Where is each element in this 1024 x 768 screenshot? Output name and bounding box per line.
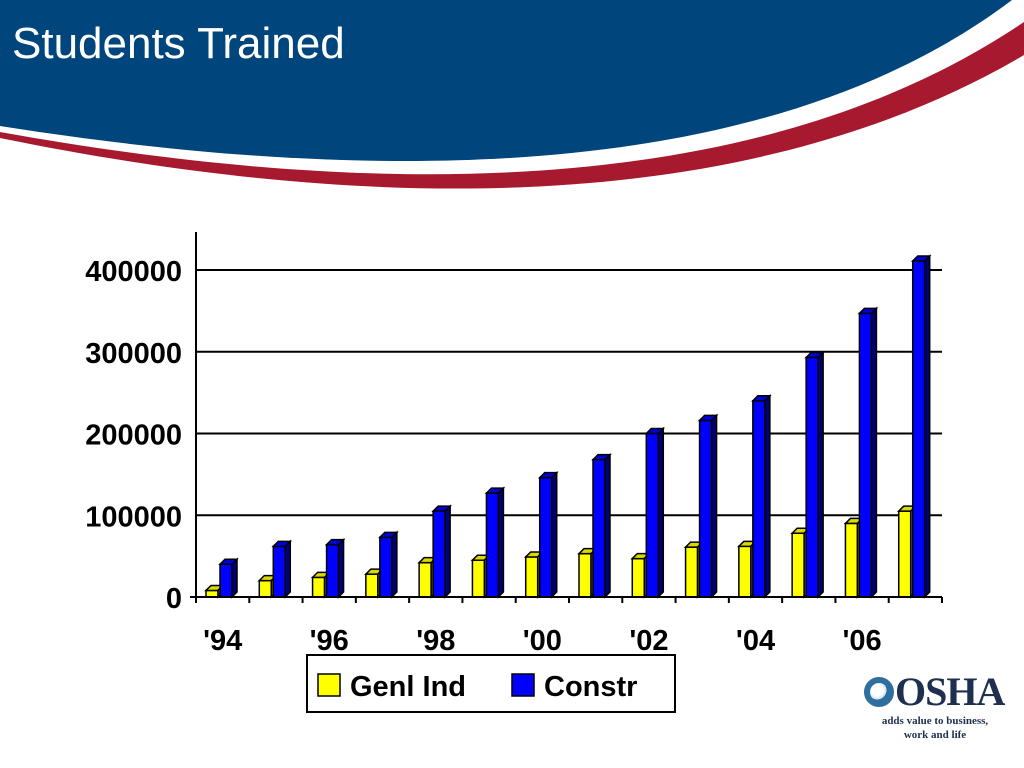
osha-logo: OSHA adds value to business, work and li… [858, 670, 1008, 750]
bar-constr [218, 557, 239, 599]
bar-front [272, 545, 287, 598]
bar-constr [378, 530, 399, 599]
legend-label: Genl Ind [350, 671, 466, 703]
slide-header-banner [0, 0, 1024, 189]
bar-front [258, 579, 273, 598]
legend-swatch [511, 673, 535, 697]
bar-front [524, 556, 539, 598]
bar-front [418, 561, 432, 598]
bar-front [897, 510, 912, 598]
x-tick-label: '96 [310, 625, 349, 657]
bar-front [645, 432, 660, 598]
osha-tagline: adds value to business, work and life [868, 714, 1002, 742]
bar-front [858, 312, 873, 598]
bar-side [337, 537, 345, 599]
y-tick-label: 300000 [85, 338, 182, 370]
bar-constr [910, 254, 932, 599]
bar-front [911, 260, 926, 598]
x-tick-label: '98 [416, 625, 455, 657]
osha-ring-icon [864, 677, 894, 707]
bar-side [550, 470, 558, 599]
bar-front [578, 552, 592, 598]
bar-front [365, 573, 379, 598]
bar-constr [271, 539, 293, 599]
bar-side [231, 557, 238, 599]
y-tick-label: 200000 [85, 420, 182, 452]
x-tick-label: '00 [523, 625, 562, 657]
bar-constr [484, 486, 506, 599]
x-tick-label: '94 [203, 625, 242, 657]
legend-swatch [317, 673, 341, 697]
bar-side [764, 393, 771, 599]
bar-side [284, 539, 292, 599]
x-tick-label: '06 [842, 625, 881, 657]
bar-side [391, 530, 398, 599]
bar-constr [804, 350, 825, 599]
bar-constr [324, 537, 346, 599]
x-tick-label: '04 [736, 625, 775, 657]
bar-side [604, 452, 611, 599]
osha-logo-text: OSHA [895, 669, 1005, 714]
bar-front [471, 559, 486, 598]
bar-constr [697, 413, 719, 599]
bar-front [752, 400, 766, 598]
bar-constr [644, 426, 666, 599]
bar-side [870, 306, 878, 599]
bar-side [817, 350, 824, 599]
bar-front [379, 536, 393, 598]
bar-side [657, 426, 665, 599]
bar-constr [751, 393, 772, 599]
slide-title: Students Trained [12, 19, 345, 68]
y-tick-label: 0 [166, 583, 182, 615]
legend-box [306, 654, 676, 713]
bar-constr [857, 306, 879, 599]
y-tick-label: 400000 [85, 256, 182, 288]
bar-front [311, 576, 326, 598]
chart-legend: Genl Ind Constr [306, 654, 676, 713]
header-blue-field [0, 0, 1012, 162]
bar-front [325, 543, 340, 598]
bar-front [844, 522, 859, 598]
bar-front [432, 510, 446, 598]
osha-logo-mark: OSHA [864, 669, 1005, 714]
osha-tagline-line2: work and life [903, 729, 967, 741]
x-tick-label: '02 [629, 625, 668, 657]
bar-constr [431, 504, 452, 599]
bar-side [444, 504, 451, 599]
bar-front [684, 546, 699, 598]
bar-side [923, 254, 931, 599]
bar-front [485, 492, 500, 598]
bar-front [592, 458, 606, 598]
bar-front [631, 557, 646, 598]
legend-label: Constr [544, 671, 637, 703]
bar-front [805, 356, 819, 598]
osha-tagline-line1: adds value to business, [881, 715, 989, 727]
bar-constr [537, 470, 559, 599]
bar-front [219, 563, 233, 598]
bar-constr [591, 452, 612, 599]
bar-front [538, 476, 553, 598]
bar-front [698, 419, 713, 598]
bar-side [497, 486, 505, 599]
bar-side [710, 413, 718, 599]
bar-front [738, 545, 752, 598]
y-tick-label: 100000 [85, 501, 182, 533]
bar-front [791, 532, 805, 598]
